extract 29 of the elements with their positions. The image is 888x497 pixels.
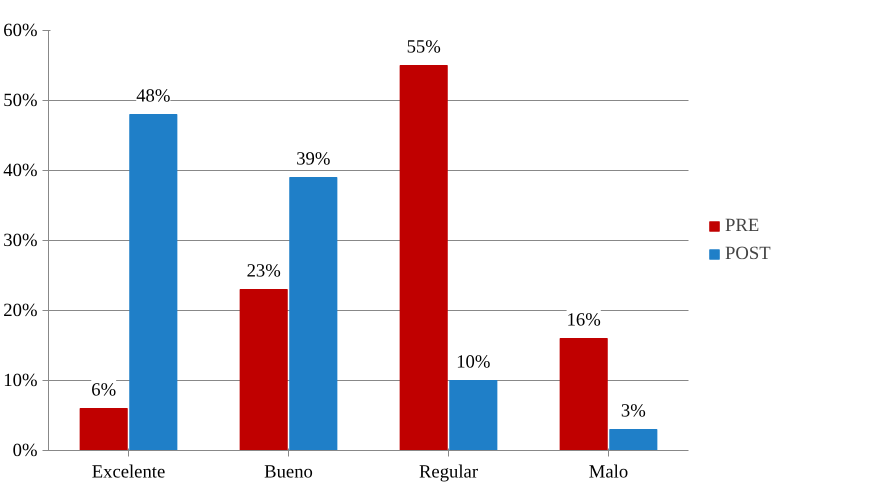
bar xyxy=(609,429,658,450)
bar xyxy=(289,177,338,450)
x-tick-label: Bueno xyxy=(264,462,313,482)
legend-label: PRE xyxy=(725,215,760,237)
data-label: 23% xyxy=(246,260,281,282)
data-label: 55% xyxy=(406,36,441,58)
bar xyxy=(129,114,178,450)
data-label: 10% xyxy=(456,352,490,372)
x-tick-label: Excelente xyxy=(92,462,166,482)
bar xyxy=(400,65,448,450)
bar xyxy=(449,380,498,450)
bar xyxy=(240,289,288,450)
legend-label: POST xyxy=(725,243,771,265)
data-label: 16% xyxy=(566,310,601,330)
y-tick-label: 30% xyxy=(3,230,38,251)
bar xyxy=(80,408,128,450)
data-label: 6% xyxy=(91,380,116,400)
data-label: 3% xyxy=(620,400,646,422)
y-tick-label: 0% xyxy=(12,440,38,461)
data-label: 48% xyxy=(136,86,170,106)
x-tick-label: Regular xyxy=(418,462,479,482)
data-label: 39% xyxy=(296,148,330,170)
y-tick-label: 20% xyxy=(3,300,38,321)
y-tick-label: 50% xyxy=(3,90,38,111)
y-tick-label: 60% xyxy=(3,20,38,41)
x-tick-label: Malo xyxy=(588,462,628,482)
bar xyxy=(560,338,608,450)
y-tick-label: 10% xyxy=(3,370,38,391)
y-tick-label: 40% xyxy=(3,160,38,181)
